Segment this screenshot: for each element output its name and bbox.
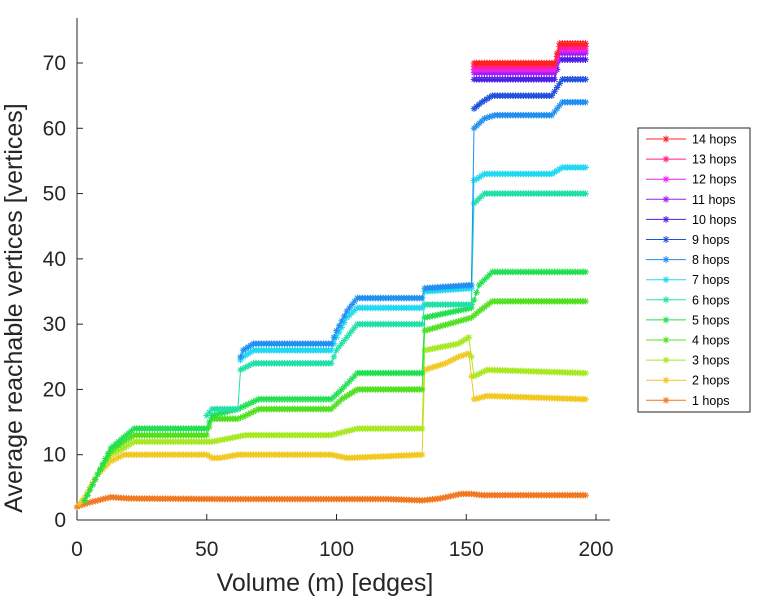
x-tick-label: 0 (71, 538, 83, 561)
legend-entry: 5 hops (646, 313, 730, 327)
series-14-hops (470, 40, 589, 67)
legend-entry: 11 hops (646, 193, 736, 207)
legend-marker (662, 356, 670, 364)
series-line (84, 336, 586, 501)
legend-label: 11 hops (692, 193, 736, 207)
legend-entry: 13 hops (646, 153, 736, 167)
legend-marker (662, 396, 670, 404)
y-tick-label: 70 (43, 52, 66, 75)
series-3-hops (81, 333, 589, 504)
series-markers (470, 56, 589, 83)
series-markers (76, 350, 589, 507)
series-markers (73, 490, 589, 511)
legend-marker (662, 175, 670, 183)
y-tick-label: 60 (43, 117, 66, 140)
x-tick-label: 50 (195, 538, 218, 561)
legend-marker (662, 256, 670, 264)
axes: 0 50 100 150 200 0 10 20 30 40 50 60 70 Volume (m) [e… (0, 18, 614, 597)
x-axis-title: Volume (m) [edges] (217, 569, 434, 597)
y-tick-label: 30 (43, 313, 66, 336)
x-tick-label: 100 (319, 538, 354, 561)
legend-entry: 14 hops (646, 133, 736, 147)
legend-entry: 2 hops (646, 374, 730, 388)
series-13-hops (470, 43, 589, 70)
legend-marker (662, 155, 670, 163)
series-markers (470, 43, 589, 70)
series-line (240, 101, 586, 357)
legend-label: 10 hops (692, 213, 736, 227)
legend-marker (662, 276, 670, 284)
series-markers (470, 40, 589, 67)
legend-label: 6 hops (692, 293, 730, 307)
legend-label: 12 hops (692, 173, 736, 187)
series-line (84, 271, 586, 501)
legend-label: 4 hops (692, 334, 730, 348)
legend-label: 7 hops (692, 273, 730, 287)
series-9-hops (470, 76, 589, 112)
y-tick-label: 50 (43, 183, 66, 206)
legend-entry: 4 hops (646, 334, 730, 348)
legend-entry: 1 hops (646, 394, 730, 408)
legend-label: 1 hops (692, 394, 730, 408)
legend-entry: 7 hops (646, 273, 730, 287)
y-axis-title: Average reachable vertices [vertices] (0, 103, 28, 512)
y-tick-label: 20 (43, 378, 66, 401)
series-markers (203, 190, 589, 419)
legend-label: 8 hops (692, 253, 730, 267)
y-tick-label: 0 (54, 509, 66, 532)
series-markers (81, 333, 589, 504)
legend-entry: 12 hops (646, 173, 736, 187)
legend-marker (662, 236, 670, 243)
legend-label: 14 hops (692, 133, 736, 147)
legend-entry: 8 hops (646, 253, 730, 267)
legend-marker (662, 336, 670, 344)
legend: 14 hops 13 hops 12 hops 11 hops 10 hops 9 hop… (637, 127, 751, 413)
legend-label: 13 hops (692, 153, 736, 167)
legend-label: 5 hops (692, 313, 730, 327)
legend-box (637, 127, 751, 413)
legend-entry: 9 hops (646, 233, 730, 247)
legend-entry: 3 hops (646, 354, 730, 368)
legend-label: 2 hops (692, 374, 730, 388)
legend-marker (662, 376, 670, 384)
legend-label: 9 hops (692, 233, 730, 247)
series-group (73, 40, 589, 511)
y-tick-label: 10 (43, 444, 66, 467)
legend-marker (662, 296, 670, 304)
y-tick-label: 40 (43, 248, 66, 271)
series-markers (237, 98, 589, 361)
legend-marker (662, 316, 670, 324)
x-tick-label: 150 (449, 538, 484, 561)
series-8-hops (237, 98, 589, 361)
x-tick-label: 200 (578, 538, 613, 561)
series-markers (81, 268, 589, 504)
series-6-hops (203, 190, 589, 419)
legend-entry: 10 hops (646, 213, 736, 227)
legend-label: 3 hops (692, 354, 730, 368)
legend-marker (662, 215, 670, 223)
series-markers (470, 76, 589, 112)
legend-marker (662, 195, 670, 203)
legend-marker (662, 135, 670, 143)
legend-entry: 6 hops (646, 293, 730, 307)
series-1-hops (73, 490, 589, 511)
